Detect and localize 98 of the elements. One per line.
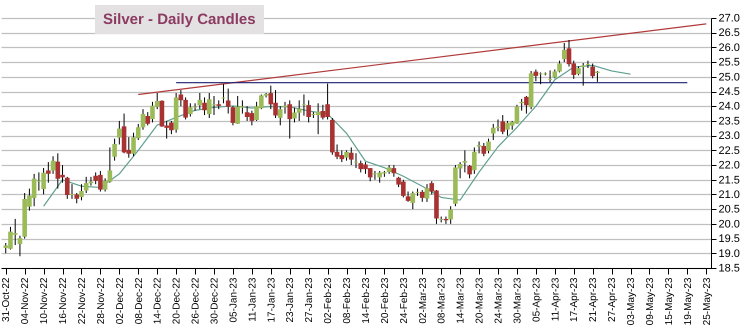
x-tick-label: 02-Dec-22 [114,277,126,324]
candlestick [486,138,491,154]
candlestick [524,95,529,114]
x-tick-label: 14-Dec-22 [152,277,164,324]
x-tick-label: 20-Mar-23 [474,277,486,324]
x-tick-label: 28-Nov-22 [96,277,107,324]
candlestick [595,70,600,82]
y-tick-label: 23.5 [718,115,740,128]
candlestick [467,164,472,179]
candlestick [112,138,117,162]
x-tick-label: 25-May-23 [702,277,713,326]
candlestick [117,120,122,145]
candlestick [406,191,410,202]
candlestick [534,68,538,82]
candlestick [348,146,354,166]
x-tick-label: 20-Dec-22 [172,277,183,324]
x-tick-label: 17-Jan-23 [266,277,278,323]
y-tick-label: 21.0 [718,188,740,201]
candlestick [476,141,482,154]
x-tick-label: 08-Feb-23 [342,277,354,324]
candlestick [41,168,46,195]
candlestick [64,176,70,200]
candlestick [424,184,430,202]
y-tick-label: 21.5 [718,174,740,186]
candlestick [18,235,22,257]
x-tick-label: 27-Apr-23 [607,277,618,322]
y-tick-label: 20.5 [718,204,740,216]
candlestick [410,191,416,210]
line-series [43,64,632,207]
x-tick-label: 30-Mar-23 [512,277,524,324]
x-tick-label: 05-Apr-23 [531,277,542,322]
candlestick [306,100,311,123]
candlestick [188,102,193,118]
y-tick-label: 27.0 [718,12,740,24]
x-tick-label: 27-Jan-23 [304,277,316,323]
x-tick-label: 24-Feb-23 [398,277,410,324]
x-tick-label: 14-Feb-23 [360,277,372,324]
x-tick-label: 26-Dec-22 [190,277,202,324]
candlestick [462,150,468,173]
candlestick [287,100,292,140]
candlestick [448,206,453,224]
x-tick-label: 02-Feb-23 [323,277,334,324]
y-tick-label: 26.5 [718,27,740,40]
y-tick-label: 26.0 [718,42,740,54]
candlestick [74,192,80,204]
candlestick [316,102,320,135]
y-tick-label: 24.5 [718,86,740,98]
candlestick [562,42,567,63]
candlestick [198,92,202,110]
x-tick-label: 17-Apr-23 [569,277,580,322]
y-tick-label: 19.0 [718,248,740,260]
y-tick-label: 19.5 [718,233,740,246]
candlestick [46,162,51,184]
x-tick-label: 24-Mar-23 [494,277,504,324]
x-tick-label: 20-Feb-23 [380,277,391,324]
candlestick [490,123,496,141]
x-tick-label: 21-Apr-23 [588,277,600,322]
candlestick [226,88,230,114]
x-tick-label: 03-May-23 [626,277,638,326]
x-tick-label: 09-May-23 [644,277,656,326]
candlestick [206,92,212,118]
chart-title: Silver - Daily Candles [95,5,264,34]
y-tick-label: 25.5 [718,56,740,69]
x-tick-label: 15-May-23 [664,277,675,326]
x-tick-label: 10-Nov-22 [39,277,50,324]
x-tick-label: 23-Jan-23 [285,277,296,323]
candlestick [344,150,349,162]
y-tick-label: 24.0 [718,100,740,113]
x-tick-label: 14-Mar-23 [456,277,467,324]
x-tick-label: 08-Dec-22 [134,277,145,324]
x-tick-label: 08-Mar-23 [436,277,448,324]
candlestick [590,63,595,79]
candlestick [230,106,236,126]
y-tick-label: 20.0 [718,218,740,230]
candlestick [202,96,207,116]
candlestick [50,156,56,174]
x-tick-label: 31-Oct-22 [1,277,12,322]
candlestick [500,114,506,135]
x-tick-label: 11-Jan-23 [247,277,258,322]
candlestick [392,164,396,178]
x-tick-label: 19-May-23 [682,277,694,326]
candlestick [482,142,486,157]
candlestick [145,112,150,126]
y-tick-label: 22.5 [718,144,740,157]
candlestick [519,98,524,112]
x-tick-label: 11-Apr-23 [550,277,562,322]
y-tick-label: 18.5 [718,262,740,274]
y-tick-label: 25.0 [718,71,740,84]
y-tick-label: 22.0 [718,160,740,172]
x-tick-label: 30-Dec-22 [210,277,220,324]
candlestick [420,190,425,202]
x-tick-label: 04-Nov-22 [20,277,32,324]
y-tick-label: 23.0 [718,130,740,142]
x-tick-label: 16-Nov-22 [58,277,70,324]
x-tick-label: 05-Jan-23 [228,277,240,323]
x-tick-label: 22-Nov-22 [76,277,88,324]
x-tick-label: 02-Mar-23 [418,277,429,324]
candlestick [472,146,477,174]
